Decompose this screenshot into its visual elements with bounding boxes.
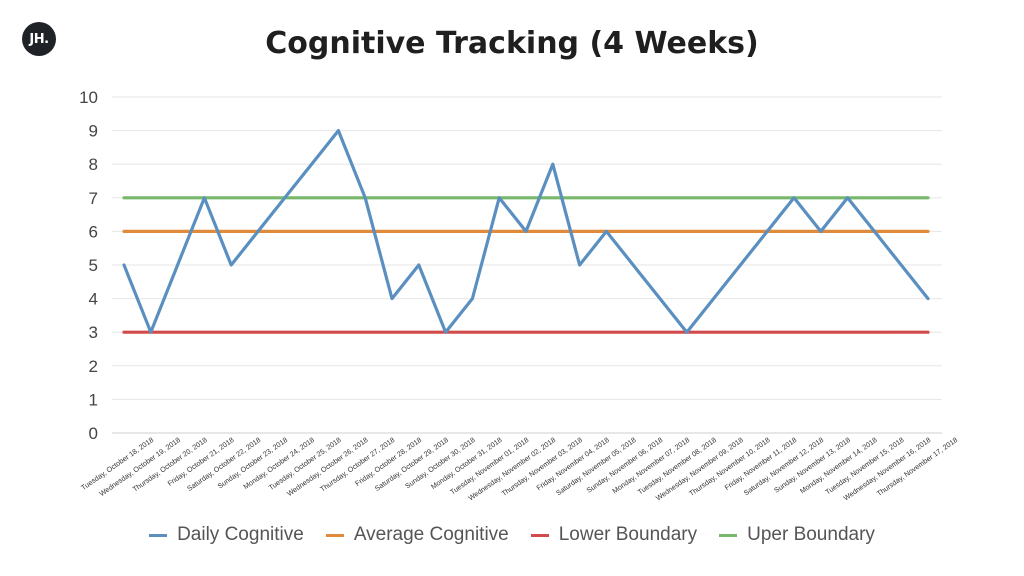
legend-label: Lower Boundary bbox=[558, 524, 698, 545]
legend-swatch bbox=[325, 533, 344, 537]
legend-item: Average Cognitive bbox=[325, 524, 509, 546]
y-tick-label: 9 bbox=[89, 122, 98, 141]
legend-label: Daily Cognitive bbox=[177, 524, 304, 545]
y-tick-label: 6 bbox=[89, 222, 98, 241]
series-lines bbox=[122, 129, 930, 334]
chart-legend: Daily Cognitive Average Cognitive Lower Bo… bbox=[0, 524, 1024, 546]
y-tick-label: 7 bbox=[89, 189, 98, 208]
legend-swatch bbox=[149, 533, 168, 537]
legend-swatch bbox=[530, 533, 549, 537]
legend-item: Lower Boundary bbox=[530, 524, 698, 546]
y-tick-label: 0 bbox=[89, 424, 98, 443]
y-tick-label: 4 bbox=[89, 290, 98, 309]
jh-logo: JH. bbox=[22, 22, 56, 56]
y-tick-label: 10 bbox=[79, 88, 98, 107]
legend-swatch bbox=[719, 533, 738, 537]
y-axis-ticks: 0 1 2 3 4 5 6 7 8 9 10 bbox=[79, 88, 98, 443]
gridlines bbox=[112, 96, 942, 434]
legend-item: Daily Cognitive bbox=[149, 524, 304, 546]
y-tick-label: 3 bbox=[89, 323, 98, 342]
y-tick-label: 8 bbox=[89, 155, 98, 174]
chart-title: Cognitive Tracking (4 Weeks) bbox=[265, 26, 759, 61]
y-tick-label: 5 bbox=[89, 256, 98, 275]
legend-label: Uper Boundary bbox=[747, 524, 875, 545]
legend-label: Average Cognitive bbox=[353, 524, 509, 545]
y-tick-label: 2 bbox=[89, 357, 98, 376]
legend-item: Uper Boundary bbox=[719, 524, 875, 546]
y-tick-label: 1 bbox=[89, 390, 98, 409]
series-line-daily-cognitive bbox=[122, 129, 930, 334]
